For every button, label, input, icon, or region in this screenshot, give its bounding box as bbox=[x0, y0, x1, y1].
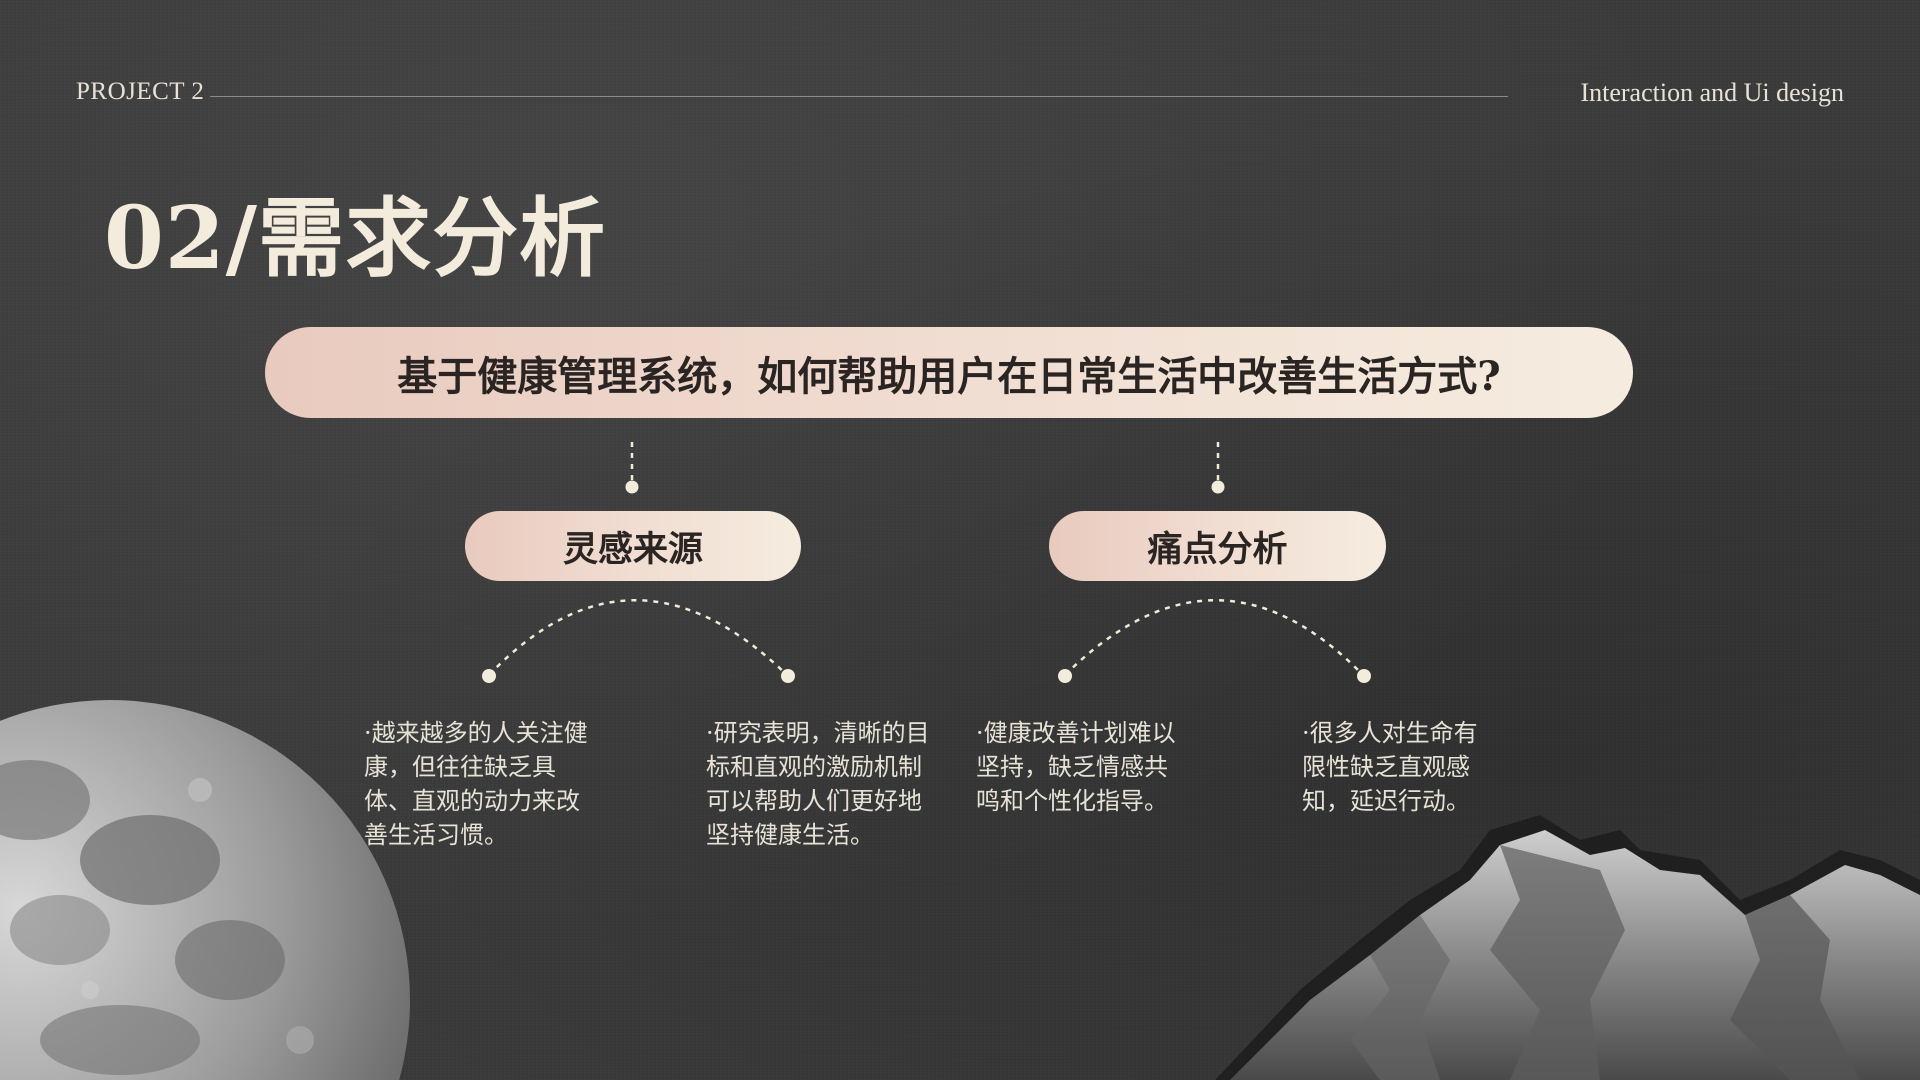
node-dot-branch-a bbox=[625, 480, 639, 494]
branch-pill-pain-points: 痛点分析 bbox=[1049, 511, 1386, 581]
branch-a-item-1: ·越来越多的人关注健康，但往往缺乏具体、直观的动力来改善生活习惯。 bbox=[364, 719, 588, 849]
node-dot-a2 bbox=[781, 669, 795, 683]
branch-b-item-1: ·健康改善计划难以坚持，缺乏情感共鸣和个性化指导。 bbox=[976, 719, 1176, 815]
node-dot-b2 bbox=[1357, 669, 1371, 683]
arc-branch-b bbox=[1064, 599, 1365, 677]
node-dot-branch-b bbox=[1211, 480, 1225, 494]
page-title: 02/需求分析 bbox=[104, 188, 607, 289]
branch-b-item-2: ·很多人对生命有限性缺乏直观感知，延迟行动。 bbox=[1302, 719, 1478, 815]
course-label: Interaction and Ui design bbox=[1580, 78, 1844, 107]
arc-branch-a bbox=[488, 599, 789, 677]
root-question-pill: 基于健康管理系统，如何帮助用户在日常生活中改善生活方式? bbox=[265, 327, 1633, 418]
node-dot-b1 bbox=[1058, 669, 1072, 683]
header-divider bbox=[210, 96, 1508, 97]
project-label: PROJECT 2 bbox=[76, 78, 205, 105]
branch-pill-inspiration: 灵感来源 bbox=[465, 511, 801, 581]
node-dot-a1 bbox=[482, 669, 496, 683]
branch-a-item-2: ·研究表明，清晰的目标和直观的激励机制可以帮助人们更好地坚持健康生活。 bbox=[706, 719, 930, 849]
